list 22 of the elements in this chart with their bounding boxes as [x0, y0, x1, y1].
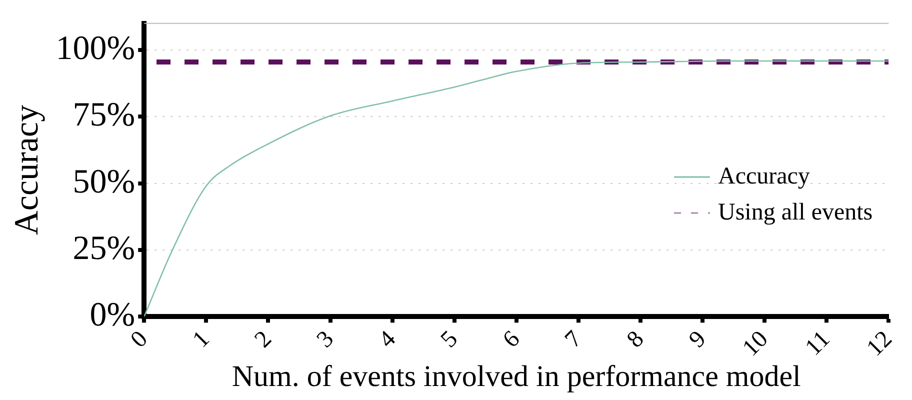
- legend-label: Using all events: [718, 199, 873, 226]
- x-tick-label: 8: [622, 326, 650, 354]
- y-axis-title: Accuracy: [8, 104, 46, 236]
- x-tick-label: 2: [250, 326, 277, 354]
- y-tick-label: 25%: [72, 230, 136, 267]
- x-tick-label: 4: [374, 326, 401, 354]
- x-tick-label: 5: [436, 326, 464, 354]
- legend-label: Accuracy: [718, 163, 810, 190]
- x-tick-label: 6: [498, 326, 526, 354]
- x-tick-label: 10: [738, 326, 774, 362]
- y-tick-label: 75%: [72, 96, 136, 134]
- x-tick-label: 12: [862, 326, 898, 362]
- x-tick-label: 3: [312, 326, 339, 354]
- y-tick-label: 50%: [72, 163, 136, 200]
- x-tick-label: 9: [684, 326, 712, 354]
- line-series: [144, 60, 889, 317]
- x-tick-label: 7: [560, 326, 588, 354]
- y-tick-label: 100%: [56, 30, 136, 67]
- x-axis-title: Num. of events involved in performance model: [232, 360, 801, 393]
- x-tick-label: 0: [126, 326, 153, 354]
- x-tick-label: 11: [800, 326, 836, 361]
- x-tick-label: 1: [188, 326, 215, 354]
